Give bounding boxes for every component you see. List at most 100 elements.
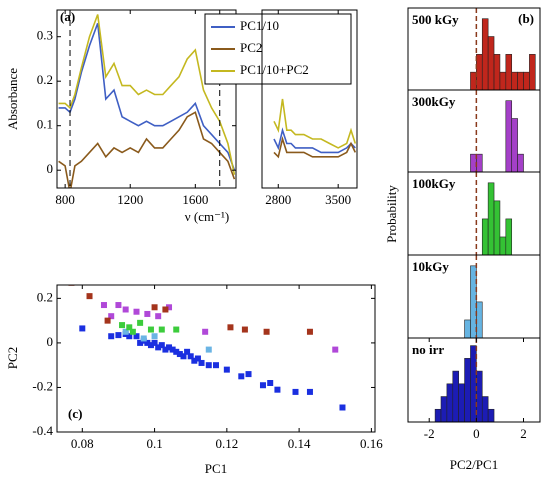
hist-bar — [464, 319, 471, 338]
scatter-point — [158, 342, 165, 349]
x-tick-label: 0.1 — [146, 436, 162, 451]
dose-label: no irr — [412, 342, 444, 357]
x-tick-label: 2800 — [265, 192, 291, 207]
x-tick-label: 0 — [473, 426, 480, 441]
hist-bar — [487, 182, 495, 255]
dose-label: 300kGy — [412, 94, 456, 109]
spectrum-line — [58, 23, 236, 171]
axes-frame — [407, 337, 541, 423]
hist-bar — [452, 370, 459, 422]
x-tick-label: 1600 — [182, 192, 208, 207]
legend-label: PC1/10+PC2 — [240, 62, 309, 77]
scatter-point — [259, 382, 266, 389]
scatter-point — [147, 326, 154, 333]
x-tick-label: -2 — [424, 426, 435, 441]
plot-area — [470, 90, 524, 172]
scatter-point — [122, 306, 129, 313]
scatter-point — [176, 351, 183, 358]
hist-bar — [517, 71, 524, 90]
panel-label: (c) — [68, 406, 82, 421]
y-axis-label: Probability — [384, 185, 399, 243]
scatter-point — [129, 328, 136, 335]
scatter-point — [86, 293, 93, 300]
hist-bar — [476, 153, 483, 172]
hist-bar — [499, 71, 507, 90]
scatter-point — [238, 373, 245, 380]
hist-bar — [523, 71, 530, 90]
scatter-point — [144, 310, 151, 317]
scatter-point — [169, 346, 176, 353]
scatter-point — [184, 348, 191, 355]
scatter-point — [205, 362, 212, 369]
x-tick-label: 2 — [520, 426, 527, 441]
hist-bar — [493, 54, 501, 90]
hist-bar — [511, 118, 518, 172]
plot-area — [434, 338, 495, 422]
scatter-point — [198, 359, 205, 366]
scatter-point — [166, 304, 173, 311]
hist-bar — [493, 200, 501, 255]
scatter-point — [151, 333, 158, 340]
plot-area — [464, 255, 483, 338]
hist-bar — [458, 383, 465, 422]
scatter-point — [115, 302, 122, 309]
hist-bar — [470, 153, 477, 172]
hist-bar — [446, 383, 454, 422]
scatter-point — [158, 326, 165, 333]
scatter-point — [187, 353, 194, 360]
x-axis-label: PC2/PC1 — [450, 457, 498, 472]
scatter-point — [241, 326, 248, 333]
x-tick-label: 800 — [55, 192, 75, 207]
scatter-point — [100, 302, 107, 309]
scatter-point — [263, 328, 270, 335]
y-tick-label: 0.3 — [37, 28, 53, 43]
scatter-point — [115, 332, 122, 339]
scatter-point — [144, 339, 151, 346]
x-tick-label: 1200 — [117, 192, 143, 207]
scatter-point — [173, 348, 180, 355]
y-tick-label: -0.4 — [32, 423, 53, 438]
scatter-point — [126, 324, 133, 331]
y-tick-label: 0 — [47, 334, 54, 349]
scatter-point — [306, 328, 313, 335]
plot-area — [475, 172, 513, 255]
scatter-point — [332, 346, 339, 353]
x-tick-label: 0.12 — [215, 436, 238, 451]
hist-bar — [464, 358, 471, 422]
scatter-point — [122, 328, 129, 335]
scatter-point — [104, 317, 111, 324]
axes-frame — [56, 284, 376, 433]
scatter-point — [166, 344, 173, 351]
plot-area — [58, 10, 236, 188]
x-tick-label: 3500 — [325, 192, 351, 207]
panel-label: (b) — [518, 11, 534, 26]
scatter-point — [227, 324, 234, 331]
scatter-point — [108, 313, 115, 320]
scatter-point — [126, 333, 133, 340]
hist-bar — [476, 54, 483, 90]
y-tick-label: 0.2 — [37, 72, 53, 87]
scatter-point — [155, 344, 162, 351]
hist-bar — [487, 408, 495, 422]
spectrum-line — [58, 14, 236, 175]
hist-bar — [434, 408, 442, 422]
x-axis-label: ν (cm⁻¹) — [185, 209, 229, 224]
scatter-point — [162, 346, 169, 353]
scatter-point — [194, 355, 201, 362]
y-tick-label: -0.2 — [32, 378, 53, 393]
scatter-point — [202, 328, 209, 335]
hist-bar — [476, 301, 483, 338]
spectrum-line — [273, 98, 357, 149]
dose-label: 100kGy — [412, 176, 456, 191]
spectrum-line — [273, 136, 357, 159]
scatter-point — [137, 339, 144, 346]
scatter-point — [245, 371, 252, 378]
hist-bar — [470, 265, 477, 338]
scatter-point — [306, 388, 313, 395]
y-tick-label: 0.1 — [37, 117, 53, 132]
scatter-point — [180, 353, 187, 360]
hist-bar — [476, 370, 483, 422]
x-tick-label: 0.14 — [288, 436, 311, 451]
scatter-point — [205, 346, 212, 353]
dose-label: 500 kGy — [412, 12, 459, 27]
